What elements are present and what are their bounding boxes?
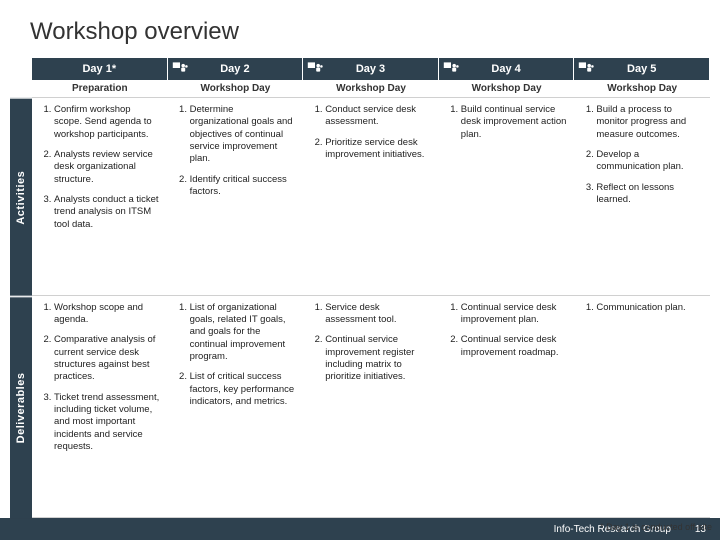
- slide: Workshop overview Day 1*Day 2 Day 3 Day …: [0, 0, 720, 540]
- grid-cell: Workshop scope and agenda. Comparative an…: [32, 296, 168, 518]
- list-item: List of critical success factors, key pe…: [190, 371, 296, 408]
- list-item: Continual service desk improvement roadm…: [461, 334, 567, 359]
- people-icon: [443, 61, 459, 75]
- cell-list: Service desk assessment tool. Continual s…: [311, 302, 431, 384]
- cell-list: Determine organizational goals and objec…: [176, 104, 296, 198]
- grid-cell: Build a process to monitor progress and …: [574, 98, 710, 296]
- list-item: Ticket trend assessment, including ticke…: [54, 392, 160, 454]
- row-label-deliverables: Deliverables: [10, 296, 32, 518]
- people-icon: [307, 61, 323, 75]
- cell-list: Communication plan.: [582, 302, 702, 314]
- list-item: Build continual service desk improvement…: [461, 104, 567, 141]
- column-subtitle: Workshop Day: [439, 80, 575, 98]
- list-item: Service desk assessment tool.: [325, 302, 431, 327]
- list-item: Communication plan.: [596, 302, 702, 314]
- grid-cell: Continual service desk improvement plan.…: [439, 296, 575, 518]
- list-item: Analysts conduct a ticket trend analysis…: [54, 194, 160, 231]
- cell-list: Workshop scope and agenda. Comparative an…: [40, 302, 160, 454]
- list-item: Develop a communication plan.: [596, 149, 702, 174]
- list-item: Comparative analysis of current service …: [54, 334, 160, 383]
- list-item: Continual service desk improvement plan.: [461, 302, 567, 327]
- list-item: Identify critical success factors.: [190, 174, 296, 199]
- cell-list: Build continual service desk improvement…: [447, 104, 567, 141]
- list-item: Continual service improvement register i…: [325, 334, 431, 383]
- people-icon: [172, 61, 188, 75]
- grid-cell: List of organizational goals, related IT…: [168, 296, 304, 518]
- grid-cell: Communication plan.* Day 1 is conducted …: [574, 296, 710, 518]
- grid-cell: Build continual service desk improvement…: [439, 98, 575, 296]
- day-header: Day 3: [303, 58, 439, 80]
- page-title: Workshop overview: [0, 0, 720, 58]
- list-item: Prioritize service desk improvement init…: [325, 137, 431, 162]
- grid-cell: Determine organizational goals and objec…: [168, 98, 304, 296]
- day-header: Day 5: [574, 58, 710, 80]
- list-item: Conduct service desk assessment.: [325, 104, 431, 129]
- day-header: Day 2: [168, 58, 304, 80]
- grid-corner: [10, 58, 32, 80]
- people-icon: [578, 61, 594, 75]
- list-item: List of organizational goals, related IT…: [190, 302, 296, 364]
- footnote: * Day 1 is conducted off-site: [600, 522, 712, 534]
- list-item: Build a process to monitor progress and …: [596, 104, 702, 141]
- list-item: Analysts review service desk organizatio…: [54, 149, 160, 186]
- day-header: Day 1*: [32, 58, 168, 80]
- list-item: Reflect on lessons learned.: [596, 182, 702, 207]
- list-item: Confirm workshop scope. Send agenda to w…: [54, 104, 160, 141]
- cell-list: List of organizational goals, related IT…: [176, 302, 296, 409]
- cell-list: Confirm workshop scope. Send agenda to w…: [40, 104, 160, 231]
- column-subtitle: Workshop Day: [168, 80, 304, 98]
- column-subtitle: Workshop Day: [303, 80, 439, 98]
- column-subtitle: Workshop Day: [574, 80, 710, 98]
- grid-cell: Service desk assessment tool. Continual s…: [303, 296, 439, 518]
- grid-cell: Conduct service desk assessment. Prioriti…: [303, 98, 439, 296]
- list-item: Workshop scope and agenda.: [54, 302, 160, 327]
- list-item: Determine organizational goals and objec…: [190, 104, 296, 166]
- cell-list: Build a process to monitor progress and …: [582, 104, 702, 206]
- overview-grid: Day 1*Day 2 Day 3 Day 4 Day 5 Preparatio…: [10, 58, 710, 518]
- column-subtitle: Preparation: [32, 80, 168, 98]
- grid-cell: Confirm workshop scope. Send agenda to w…: [32, 98, 168, 296]
- day-header: Day 4: [439, 58, 575, 80]
- cell-list: Conduct service desk assessment. Prioriti…: [311, 104, 431, 161]
- cell-list: Continual service desk improvement plan.…: [447, 302, 567, 359]
- grid-corner: [10, 80, 32, 98]
- row-label-activities: Activities: [10, 98, 32, 296]
